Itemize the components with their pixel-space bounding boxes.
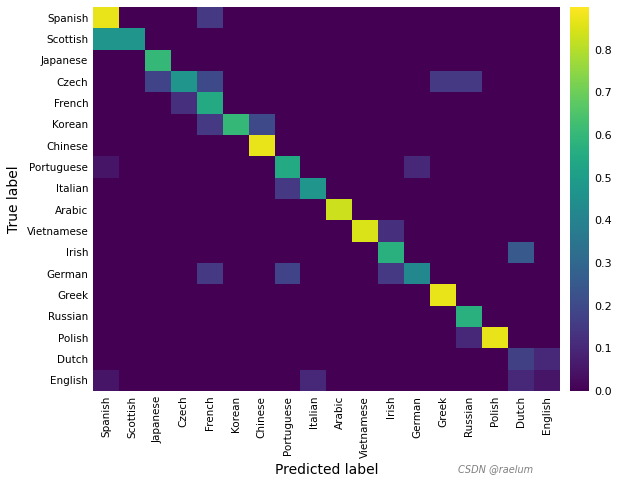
Text: CSDN @raelum: CSDN @raelum: [457, 465, 533, 474]
Y-axis label: True label: True label: [7, 165, 21, 233]
X-axis label: Predicted label: Predicted label: [275, 463, 378, 477]
